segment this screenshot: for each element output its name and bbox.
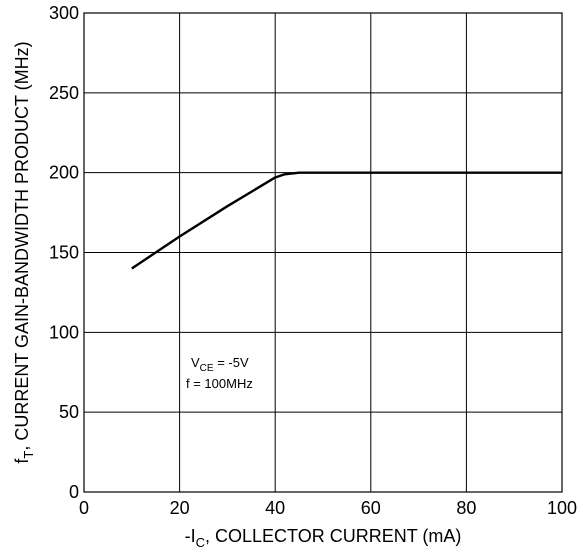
series-layer <box>131 171 562 270</box>
annotation-vce-pre: V <box>191 355 200 370</box>
annotation-vce-sub: CE <box>200 363 214 374</box>
y-tick-label: 50 <box>59 402 79 422</box>
x-tick-label: 20 <box>170 498 190 518</box>
x-tick-label: 60 <box>361 498 381 518</box>
x-axis-title-sub: C <box>196 535 205 550</box>
y-axis-title-pre: f <box>12 458 32 464</box>
x-axis-title-pre: -I <box>185 526 196 546</box>
x-tick-label: 40 <box>265 498 285 518</box>
y-tick-label: 300 <box>49 3 79 23</box>
y-axis-title: fT, CURRENT GAIN-BANDWIDTH PRODUCT (MHz) <box>12 41 36 463</box>
y-axis-title-sub: T <box>21 451 36 459</box>
annotation-vce-post: = -5V <box>214 355 249 370</box>
y-tick-label: 0 <box>69 482 79 502</box>
y-tick-label: 150 <box>49 243 79 263</box>
y-tick-label: 100 <box>49 322 79 342</box>
y-tick-label: 250 <box>49 83 79 103</box>
x-tick-label: 0 <box>79 498 89 518</box>
plot-frame <box>83 12 563 493</box>
x-tick-label: 80 <box>456 498 476 518</box>
x-axis-title-post: , COLLECTOR CURRENT (mA) <box>205 526 461 546</box>
annotation-vce: VCE = -5V <box>191 355 249 374</box>
x-tick-labels: 0 20 40 60 80 100 <box>79 498 577 518</box>
series-line <box>131 171 562 270</box>
annotation: VCE = -5V f = 100MHz <box>186 355 253 391</box>
y-tick-label: 200 <box>49 163 79 183</box>
y-axis-title-post: , CURRENT GAIN-BANDWIDTH PRODUCT (MHz) <box>12 41 32 450</box>
x-axis-title: -IC, COLLECTOR CURRENT (mA) <box>185 526 462 550</box>
y-tick-labels: 0 50 100 150 200 250 300 <box>49 3 79 502</box>
grid <box>84 13 562 492</box>
x-tick-label: 100 <box>547 498 577 518</box>
annotation-frequency: f = 100MHz <box>186 376 253 391</box>
